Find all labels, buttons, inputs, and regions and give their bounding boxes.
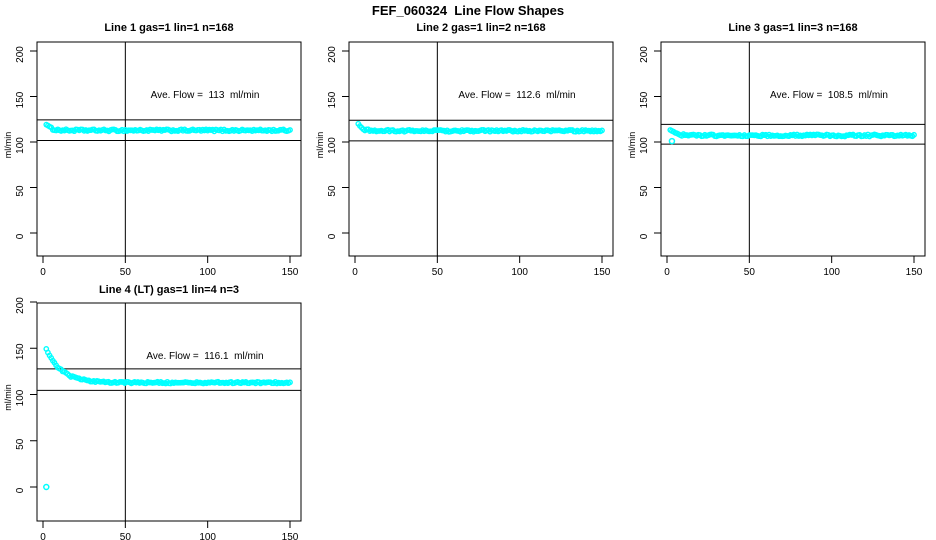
x-tick-label: 100 <box>199 532 216 540</box>
y-tick-label: 0 <box>15 233 26 239</box>
x-tick-label: 0 <box>40 267 46 278</box>
y-tick-label: 150 <box>639 91 650 108</box>
plot-box <box>36 302 302 522</box>
y-tick-label: 100 <box>15 389 26 406</box>
data-point <box>287 127 293 133</box>
plot-box <box>660 41 926 257</box>
panel-2-title: Line 2 gas=1 lin=2 n=168 <box>416 22 546 34</box>
panel-1-title: Line 1 gas=1 lin=1 n=168 <box>104 22 234 34</box>
y-axis-label: ml/min <box>3 384 13 411</box>
outlier-point <box>668 137 676 145</box>
y-tick-label: 100 <box>639 137 650 154</box>
y-tick-label: 200 <box>15 46 26 63</box>
plot-box <box>36 41 302 257</box>
data-point <box>911 131 917 138</box>
ave-flow-annotation: Ave. Flow = 116.1 ml/min <box>146 351 263 362</box>
y-axis-label: ml/min <box>315 132 325 159</box>
ave-flow-annotation: Ave. Flow = 112.6 ml/min <box>458 90 575 101</box>
y-tick-label: 150 <box>15 343 26 360</box>
x-tick-label: 50 <box>120 267 132 278</box>
x-tick-label: 150 <box>906 267 923 278</box>
y-tick-label: 50 <box>327 185 338 197</box>
x-tick-label: 0 <box>664 267 670 278</box>
y-tick-label: 50 <box>15 438 26 450</box>
ave-flow-annotation: Ave. Flow = 108.5 ml/min <box>770 90 888 101</box>
y-tick-label: 0 <box>639 233 650 239</box>
x-tick-label: 0 <box>352 267 358 278</box>
outlier-point <box>43 483 50 491</box>
y-tick-label: 0 <box>327 233 338 239</box>
panel-3-title: Line 3 gas=1 lin=3 n=168 <box>728 22 858 34</box>
y-tick-label: 100 <box>327 137 338 154</box>
plot-box <box>348 41 614 257</box>
y-tick-label: 150 <box>327 91 338 108</box>
x-tick-label: 50 <box>744 267 756 278</box>
y-tick-label: 50 <box>15 185 26 197</box>
y-tick-label: 200 <box>639 46 650 63</box>
y-tick-label: 0 <box>15 487 26 493</box>
page-title: FEF_060324 Line Flow Shapes <box>371 3 565 18</box>
x-tick-label: 50 <box>432 267 444 278</box>
x-tick-label: 150 <box>282 267 299 278</box>
y-axis-label: ml/min <box>627 132 637 159</box>
x-tick-label: 100 <box>511 267 528 278</box>
x-tick-label: 0 <box>40 532 46 540</box>
y-tick-label: 200 <box>327 46 338 63</box>
x-tick-label: 150 <box>594 267 611 278</box>
y-axis-label: ml/min <box>3 132 13 159</box>
x-tick-label: 100 <box>823 267 840 278</box>
x-tick-label: 100 <box>199 267 216 278</box>
data-point <box>599 127 605 134</box>
y-tick-label: 50 <box>639 185 650 197</box>
panel-4-title: Line 4 (LT) gas=1 lin=4 n=3 <box>98 284 240 296</box>
x-tick-label: 150 <box>282 532 299 540</box>
ave-flow-annotation: Ave. Flow = 113 ml/min <box>151 90 260 101</box>
data-point <box>287 379 293 386</box>
y-tick-label: 150 <box>15 91 26 108</box>
y-tick-label: 200 <box>15 297 26 314</box>
y-tick-label: 100 <box>15 137 26 154</box>
x-tick-label: 50 <box>120 532 132 540</box>
